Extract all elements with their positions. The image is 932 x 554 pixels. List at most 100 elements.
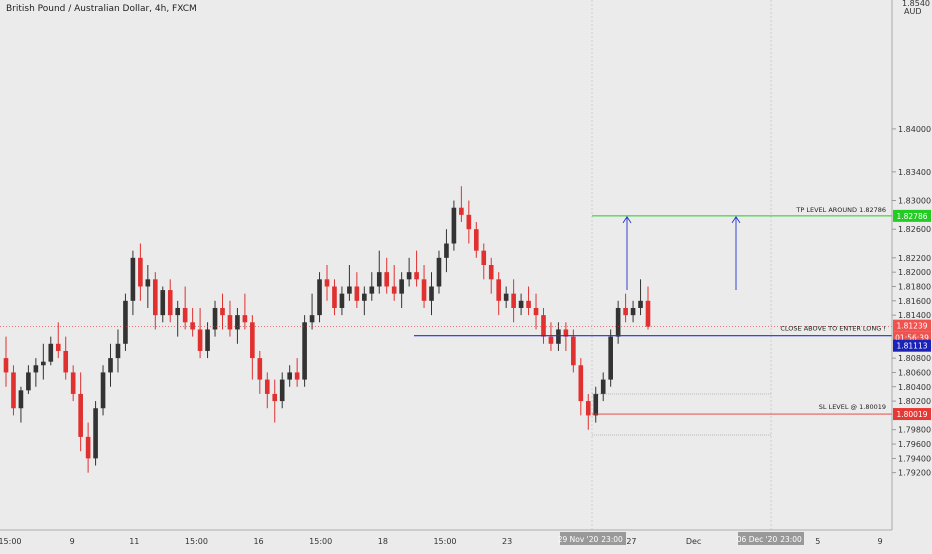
candle-body — [369, 286, 375, 294]
candle-body — [376, 272, 382, 287]
x-tick-label: Dec — [686, 537, 701, 546]
current-price-tag — [893, 319, 931, 332]
y-tick-label: 1.84000 — [898, 125, 931, 134]
candle-body — [48, 343, 54, 362]
candle-body — [33, 365, 39, 373]
candle-body — [339, 293, 345, 308]
x-tick-label: 9 — [70, 537, 75, 546]
candle-body — [182, 307, 188, 323]
y-tick-label: 1.80800 — [898, 354, 931, 363]
cursor-date-text: 29 Nov '20 — [558, 535, 599, 544]
candle-body — [511, 293, 516, 308]
x-tick-label: 5 — [815, 537, 820, 546]
tp-price-tag — [893, 209, 931, 222]
candle-body — [3, 358, 9, 373]
x-tick-label: 23 — [502, 537, 512, 546]
candle-body — [436, 257, 442, 287]
candle-body — [242, 315, 248, 323]
chart-title: British Pound / Australian Dollar, 4h, F… — [6, 4, 197, 14]
candle-body — [11, 372, 16, 409]
tp-price-tag-text: 1.82786 — [896, 212, 927, 221]
price-axis[interactable] — [892, 0, 932, 530]
y-tick-label: 1.83000 — [898, 197, 931, 206]
sl-price-tag-text: 1.80019 — [896, 410, 927, 419]
candle-body — [444, 243, 449, 258]
candle-body — [287, 372, 292, 380]
candle-body — [78, 393, 83, 437]
candle-body — [235, 315, 240, 330]
x-tick-label: 15:00 — [185, 537, 208, 546]
candle-body — [347, 286, 352, 294]
candle-body — [93, 408, 98, 459]
candle-body — [167, 290, 173, 316]
candle-body — [391, 286, 397, 294]
candle-body — [55, 343, 61, 351]
candle-body — [70, 372, 76, 394]
candle-body — [250, 322, 255, 359]
y-tick-label: 1.79800 — [898, 426, 931, 435]
candle-body — [615, 307, 621, 337]
candle-body — [332, 286, 337, 308]
candle-body — [41, 361, 46, 366]
y-tick-label: 1.81600 — [898, 297, 931, 306]
price-axis-top-label: 1.8540 — [902, 0, 930, 8]
candle-body — [108, 358, 113, 373]
candle-body — [638, 300, 643, 308]
candle-body — [130, 257, 136, 301]
y-tick-label: 1.82000 — [898, 268, 931, 277]
candle-body — [309, 315, 315, 323]
cursor-time-text: 23:00 — [601, 535, 623, 544]
candle-body — [324, 279, 330, 287]
candle-body — [451, 207, 457, 244]
candle-body — [518, 300, 524, 308]
y-tick-label: 1.79400 — [898, 454, 931, 463]
candle-body — [600, 379, 606, 394]
future-time-tag — [738, 532, 804, 545]
candle-body — [578, 365, 584, 402]
x-tick-label: 15:00 — [0, 537, 22, 546]
candle-body — [123, 300, 128, 344]
candle-body — [152, 279, 158, 316]
candle-body — [264, 379, 270, 394]
candle-body — [429, 286, 434, 301]
sl-price-tag — [893, 408, 931, 421]
candle-body — [533, 307, 539, 316]
candle-body — [421, 279, 427, 301]
candle-body — [406, 272, 412, 280]
y-tick-label: 1.79200 — [898, 469, 931, 478]
candle-body — [362, 293, 367, 301]
candle-body — [220, 307, 225, 316]
candle-body — [138, 257, 143, 287]
candle-body — [473, 229, 479, 251]
candle-body — [526, 300, 531, 308]
x-tick-label: 11 — [129, 537, 139, 546]
countdown-tag-text: 01:56:39 — [895, 334, 929, 343]
candle-body — [563, 329, 569, 337]
sl-level-label: SL LEVEL @ 1.80019 — [819, 403, 886, 411]
y-tick-label: 1.80200 — [898, 397, 931, 406]
candle-body — [197, 329, 203, 351]
candle-body — [414, 272, 419, 280]
current-price-tag-text: 1.81239 — [896, 322, 927, 331]
candle-body — [384, 272, 390, 287]
candle-body — [18, 390, 24, 409]
candle-body — [317, 279, 322, 316]
x-tick-label: 27 — [626, 537, 636, 546]
candle-body — [279, 379, 285, 402]
cursor-time-tag — [560, 532, 626, 545]
future-date-text: 06 Dec '20 — [737, 535, 778, 544]
candle-body — [354, 286, 360, 301]
candle-body — [160, 290, 166, 316]
candle-body — [496, 279, 502, 301]
entry-price-tag — [893, 339, 931, 352]
x-tick-label: 15:00 — [309, 537, 332, 546]
time-axis[interactable] — [0, 530, 932, 550]
y-tick-label: 1.81400 — [898, 311, 931, 320]
candle-body — [466, 214, 472, 230]
candle-body — [503, 293, 509, 301]
x-tick-label: 15:00 — [433, 537, 456, 546]
candle-body — [623, 307, 628, 316]
x-tick-label: 9 — [877, 537, 882, 546]
